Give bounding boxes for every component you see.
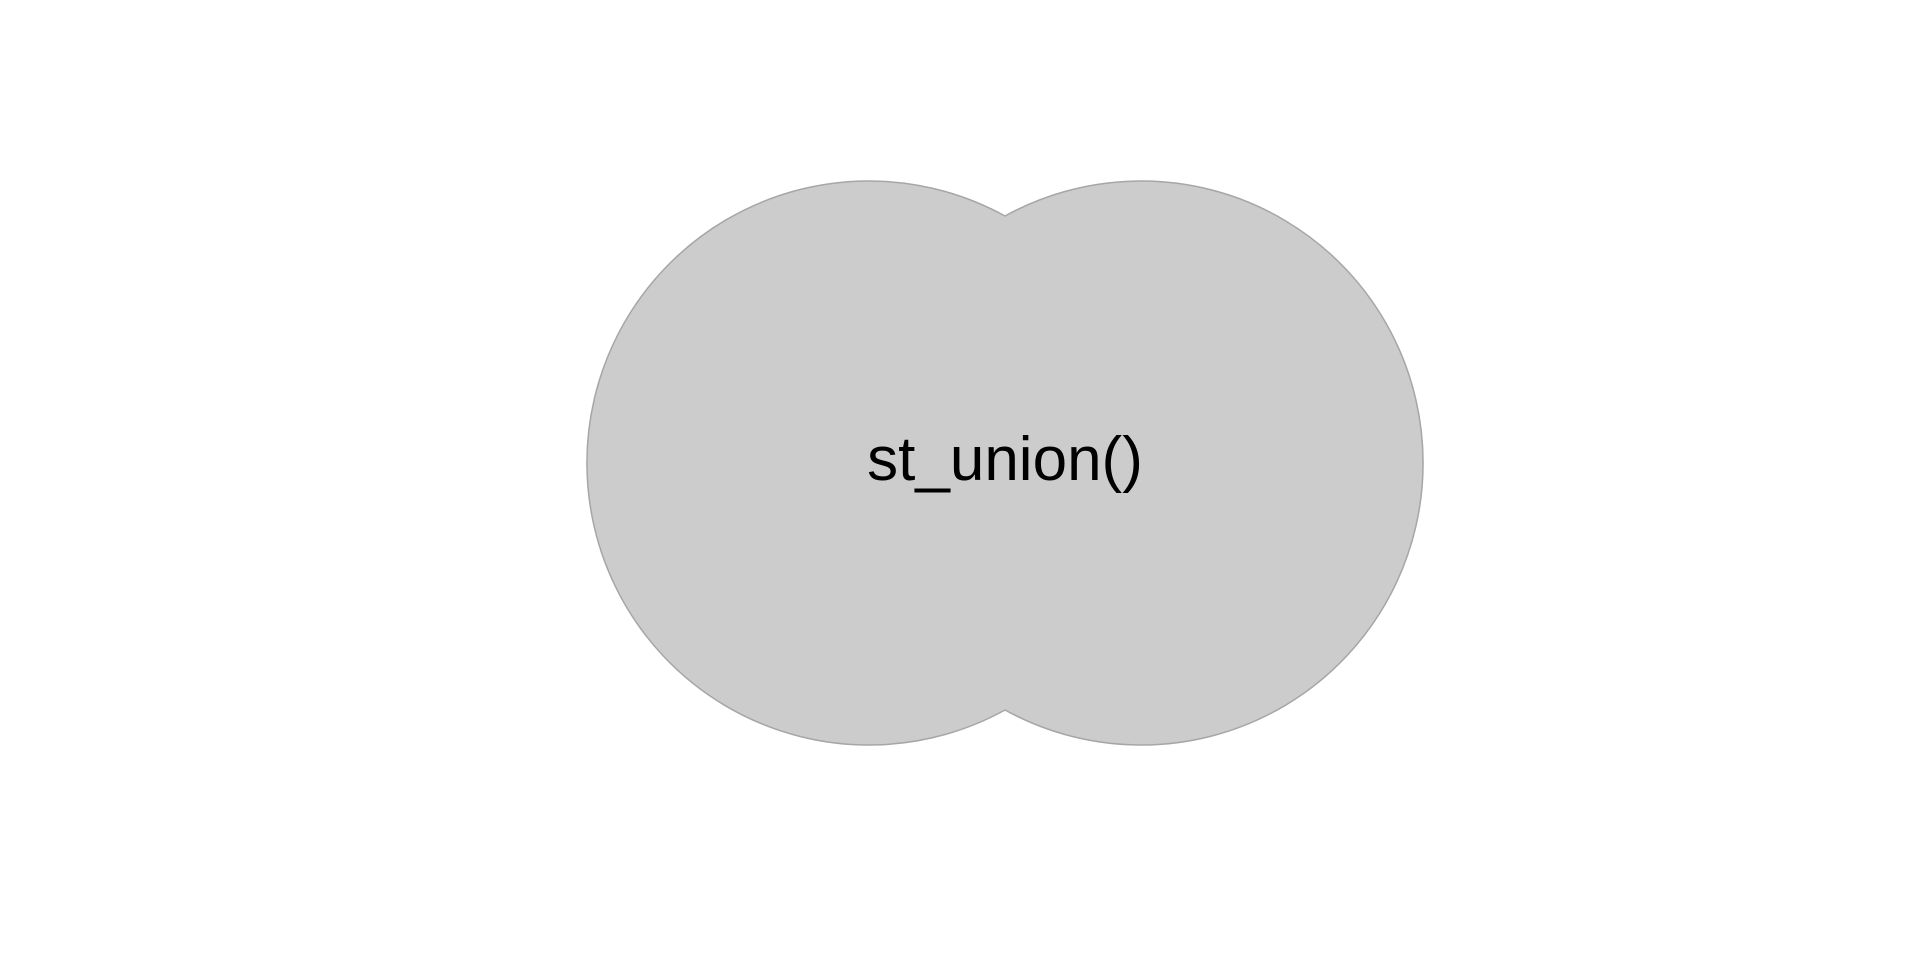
union-shape [586, 180, 1424, 746]
union-label: st_union() [867, 425, 1143, 494]
